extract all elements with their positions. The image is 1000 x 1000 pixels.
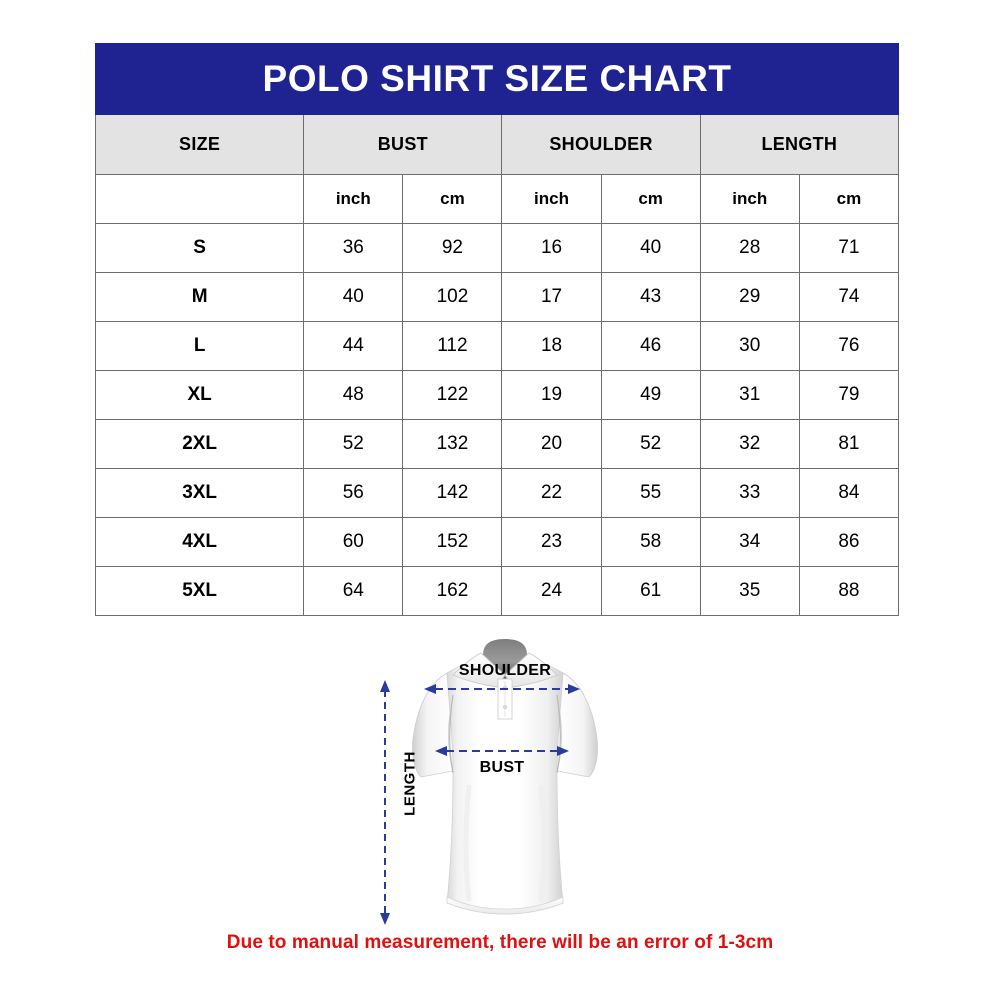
measurement-diagram: LENGTH SHOULDER BUST: [0, 625, 1000, 935]
cell-size: L: [94, 321, 305, 371]
table-row: 2XL 52 132 20 52 32 81: [94, 419, 900, 469]
length-arrow-icon: [380, 680, 390, 925]
unit-header-shoulder-cm: cm: [600, 174, 701, 224]
cell-bust-cm: 112: [402, 321, 503, 371]
cell-length-inch: 28: [699, 223, 800, 273]
table-row: 5XL 64 162 24 61 35 88: [94, 566, 900, 616]
unit-header-row: inch cm inch cm inch cm: [94, 174, 900, 224]
cell-bust-cm: 152: [402, 517, 503, 567]
cell-size: 4XL: [94, 517, 305, 567]
column-header-shoulder: SHOULDER: [501, 114, 701, 175]
cell-shoulder-inch: 18: [501, 321, 602, 371]
cell-shoulder-inch: 23: [501, 517, 602, 567]
column-header-length: LENGTH: [699, 114, 900, 175]
table-row: 4XL 60 152 23 58 34 86: [94, 517, 900, 567]
bust-label: BUST: [479, 759, 525, 776]
size-chart-table: POLO SHIRT SIZE CHART SIZE BUST SHOULDER…: [94, 43, 900, 616]
cell-shoulder-cm: 49: [600, 370, 701, 420]
cell-length-cm: 81: [798, 419, 900, 469]
cell-shoulder-cm: 55: [600, 468, 701, 518]
unit-header-length-inch: inch: [699, 174, 800, 224]
unit-header-bust-cm: cm: [402, 174, 503, 224]
table-row: L 44 112 18 46 30 76: [94, 321, 900, 371]
cell-size: S: [94, 223, 305, 273]
cell-shoulder-inch: 24: [501, 566, 602, 616]
table-row: M 40 102 17 43 29 74: [94, 272, 900, 322]
cell-length-inch: 32: [699, 419, 800, 469]
polo-shirt-illustration: [385, 635, 625, 925]
group-header-row: SIZE BUST SHOULDER LENGTH: [94, 114, 900, 175]
cell-bust-inch: 40: [303, 272, 404, 322]
unit-header-shoulder-inch: inch: [501, 174, 602, 224]
cell-length-cm: 74: [798, 272, 900, 322]
table-row: S 36 92 16 40 28 71: [94, 223, 900, 273]
cell-bust-cm: 92: [402, 223, 503, 273]
cell-bust-inch: 44: [303, 321, 404, 371]
measurement-disclaimer: Due to manual measurement, there will be…: [226, 932, 774, 953]
cell-length-inch: 33: [699, 468, 800, 518]
chart-title: POLO SHIRT SIZE CHART: [95, 43, 899, 115]
cell-shoulder-inch: 19: [501, 370, 602, 420]
cell-shoulder-cm: 61: [600, 566, 701, 616]
cell-bust-inch: 56: [303, 468, 404, 518]
unit-header-bust-inch: inch: [303, 174, 404, 224]
unit-header-blank: [94, 174, 305, 224]
cell-size: M: [94, 272, 305, 322]
cell-bust-inch: 60: [303, 517, 404, 567]
table-row: XL 48 122 19 49 31 79: [94, 370, 900, 420]
cell-length-cm: 79: [798, 370, 900, 420]
cell-bust-inch: 52: [303, 419, 404, 469]
column-header-bust: BUST: [303, 114, 503, 175]
cell-length-cm: 88: [798, 566, 900, 616]
cell-length-inch: 34: [699, 517, 800, 567]
shoulder-label: SHOULDER: [458, 662, 552, 679]
cell-size: 2XL: [94, 419, 305, 469]
cell-bust-cm: 122: [402, 370, 503, 420]
cell-length-inch: 29: [699, 272, 800, 322]
shoulder-arrow-icon: [424, 684, 580, 694]
cell-shoulder-inch: 17: [501, 272, 602, 322]
cell-length-inch: 35: [699, 566, 800, 616]
cell-length-cm: 84: [798, 468, 900, 518]
unit-header-length-cm: cm: [798, 174, 900, 224]
cell-size: XL: [94, 370, 305, 420]
cell-shoulder-cm: 46: [600, 321, 701, 371]
column-header-size: SIZE: [94, 114, 305, 175]
table-title-row: POLO SHIRT SIZE CHART: [95, 43, 899, 115]
cell-shoulder-cm: 58: [600, 517, 701, 567]
cell-shoulder-cm: 43: [600, 272, 701, 322]
cell-bust-cm: 102: [402, 272, 503, 322]
cell-length-cm: 71: [798, 223, 900, 273]
cell-length-cm: 86: [798, 517, 900, 567]
length-label: LENGTH: [401, 751, 419, 816]
cell-length-cm: 76: [798, 321, 900, 371]
cell-shoulder-cm: 52: [600, 419, 701, 469]
table-row: 3XL 56 142 22 55 33 84: [94, 468, 900, 518]
cell-size: 5XL: [94, 566, 305, 616]
cell-bust-inch: 48: [303, 370, 404, 420]
cell-shoulder-inch: 22: [501, 468, 602, 518]
cell-bust-inch: 36: [303, 223, 404, 273]
cell-length-inch: 30: [699, 321, 800, 371]
cell-length-inch: 31: [699, 370, 800, 420]
cell-bust-inch: 64: [303, 566, 404, 616]
cell-shoulder-cm: 40: [600, 223, 701, 273]
cell-bust-cm: 132: [402, 419, 503, 469]
cell-bust-cm: 142: [402, 468, 503, 518]
bust-arrow-icon: [435, 746, 569, 756]
cell-size: 3XL: [94, 468, 305, 518]
cell-bust-cm: 162: [402, 566, 503, 616]
cell-shoulder-inch: 20: [501, 419, 602, 469]
cell-shoulder-inch: 16: [501, 223, 602, 273]
